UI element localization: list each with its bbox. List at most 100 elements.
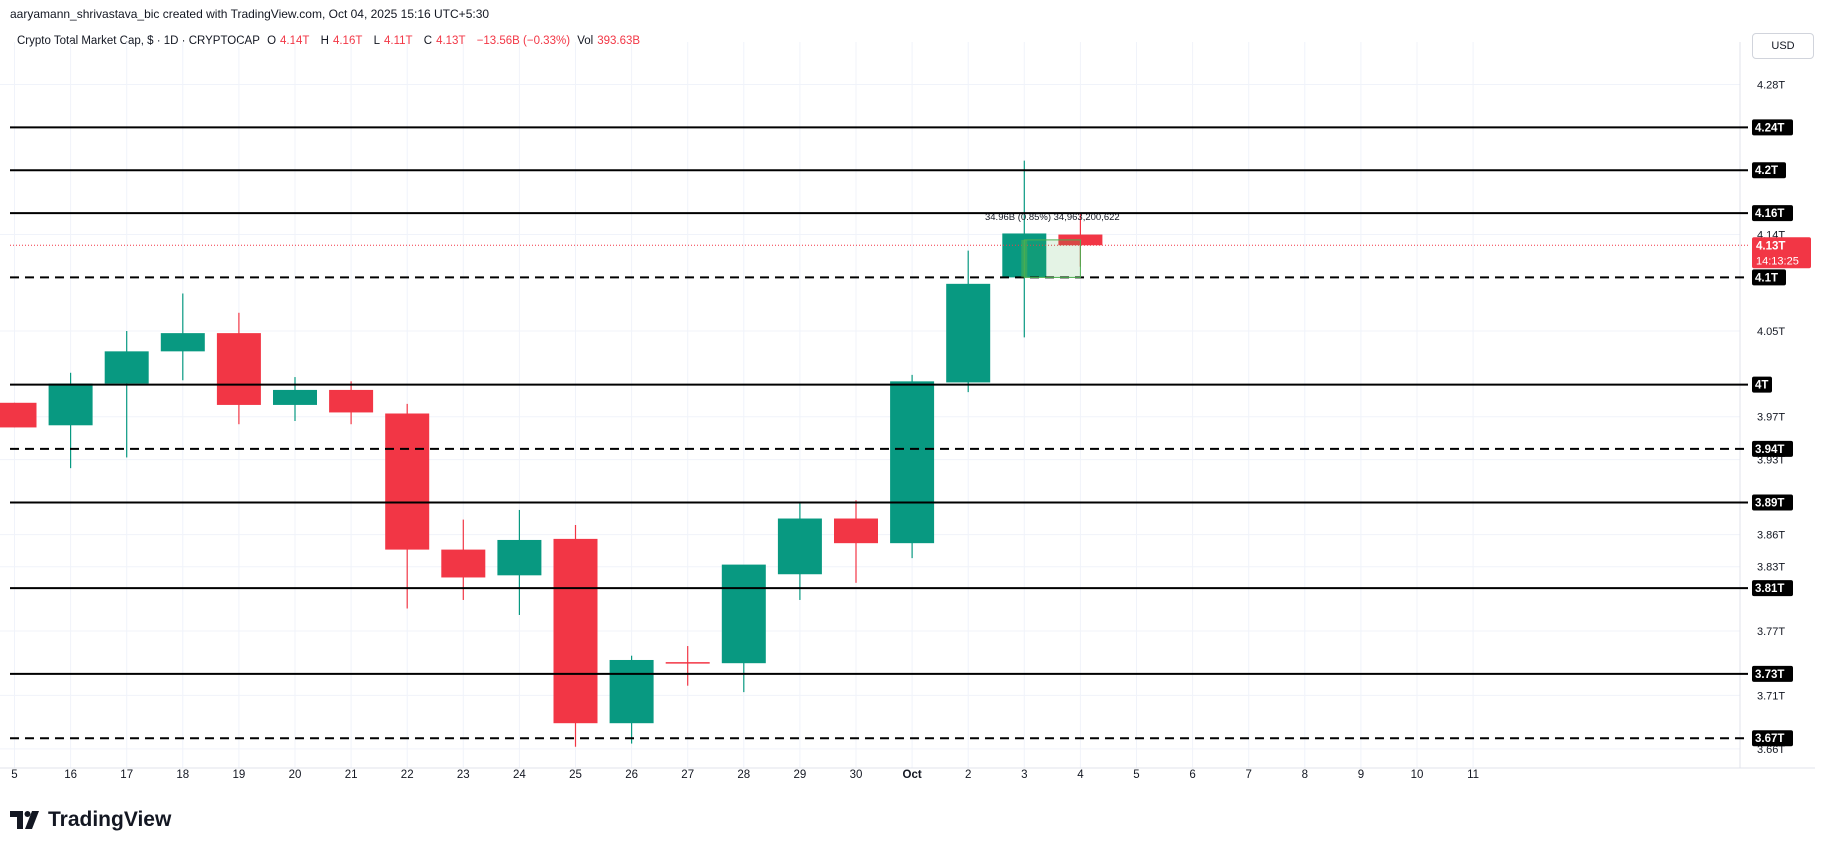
candle-26 — [609, 655, 654, 744]
horizontal-levels — [10, 126, 1748, 740]
x-tick-label: 7 — [1245, 769, 1251, 781]
volume-value: 393.63B — [597, 35, 641, 47]
x-tick-label: 16 — [64, 769, 77, 781]
x-tick-label: 20 — [289, 769, 302, 781]
candlestick-chart[interactable]: 34.96B (0.85%) 34,963,200,622 4.28T 4.14T… — [0, 0, 1825, 800]
chart-credit: aaryamann_shrivastava_bic created with T… — [10, 7, 490, 21]
x-tick-label: 28 — [737, 769, 750, 781]
x-tick-label: 30 — [850, 769, 863, 781]
level-tag-text: 3.89T — [1755, 497, 1784, 509]
tradingview-logo[interactable]: TradingView — [10, 808, 171, 832]
low-value: 4.11T — [383, 35, 413, 47]
measure-box — [1023, 239, 1081, 278]
level-tag-bg — [1752, 665, 1793, 682]
candle-22 — [385, 403, 430, 609]
measure-label: 34.96B (0.85%) 34,963,200,622 — [985, 212, 1120, 223]
candle-17 — [104, 330, 149, 458]
candle-2 — [946, 250, 991, 393]
currency-button[interactable]: USD — [1752, 33, 1814, 59]
level-tag-bg — [1752, 440, 1793, 457]
level-tag-text: 3.94T — [1755, 444, 1784, 456]
x-tick-label: 9 — [1358, 769, 1364, 781]
candle-body — [329, 389, 374, 413]
last-price-tag: 4.13T 14:13:25 — [1752, 237, 1811, 269]
level-tag-3.81T: 3.81T — [1752, 580, 1793, 597]
measure-handle — [1021, 239, 1028, 278]
candle-25 — [553, 524, 598, 747]
symbol-title[interactable]: Crypto Total Market Cap, $ · 1D · CRYPTO… — [17, 35, 260, 47]
x-tick-label: 5 — [11, 769, 17, 781]
candle-29 — [777, 503, 822, 600]
candle-24 — [497, 509, 542, 615]
candle-body — [160, 333, 205, 352]
level-tag-4.2T: 4.2T — [1752, 162, 1786, 179]
y-tick-label: 3.86T — [1757, 530, 1785, 542]
x-tick-label: 19 — [233, 769, 246, 781]
level-tag-bg — [1752, 269, 1786, 286]
x-tick-label: 25 — [569, 769, 582, 781]
brand-name: TradingView — [48, 808, 172, 831]
level-tag-4.16T: 4.16T — [1752, 205, 1793, 222]
level-tag-bg — [1752, 730, 1793, 747]
x-tick-label: 2 — [965, 769, 971, 781]
level-tag-bg — [1752, 376, 1772, 393]
candle-body — [497, 539, 542, 576]
level-tag-bg — [1752, 494, 1793, 511]
y-tick-label: 3.93T — [1757, 455, 1785, 467]
candle-28 — [721, 564, 766, 693]
close-label: C — [423, 35, 433, 47]
candle-body — [890, 381, 935, 544]
level-tag-bg — [1752, 205, 1793, 222]
level-tag-3.67T: 3.67T — [1752, 730, 1793, 747]
y-tick-label: 3.97T — [1757, 412, 1785, 424]
x-tick-label: 11 — [1467, 769, 1479, 781]
x-tick-label: 29 — [794, 769, 807, 781]
candle-16 — [48, 372, 93, 469]
x-tick-label: 22 — [401, 769, 414, 781]
low-label: L — [373, 35, 380, 47]
candle-body — [553, 538, 598, 724]
x-tick-label: 23 — [457, 769, 470, 781]
high-value: 4.16T — [332, 35, 363, 47]
x-tick-label: 17 — [120, 769, 133, 781]
candle-body — [609, 659, 654, 724]
candle-body — [48, 383, 93, 426]
level-tag-4T: 4T — [1752, 376, 1772, 393]
volume-label: Vol — [577, 35, 594, 47]
tradingview-logo-icon — [10, 811, 39, 829]
level-tag-text: 4.16T — [1755, 208, 1784, 220]
close-value: 4.13T — [436, 35, 466, 47]
countdown-timer: 14:13:25 — [1756, 255, 1799, 267]
change-value: −13.56B (−0.33%) — [476, 35, 571, 47]
x-tick-label: 5 — [1133, 769, 1139, 781]
level-tag-text: 3.73T — [1755, 669, 1784, 681]
high-label: H — [320, 35, 329, 47]
candle-21 — [329, 381, 374, 425]
candle-body — [777, 518, 822, 575]
candle-body — [441, 549, 486, 578]
time-axis[interactable]: 5 16 17 18 19 20 21 22 23 24 25 26 27 28 29 30 Oct 2 3 4 5 6 7… — [11, 769, 1479, 781]
last-price-value: 4.13T — [1756, 240, 1785, 252]
candle-body — [0, 402, 37, 428]
level-tag-3.89T: 3.89T — [1752, 494, 1793, 511]
y-tick-label: 3.83T — [1757, 562, 1785, 574]
open-value: 4.14T — [280, 35, 310, 47]
candle-body — [385, 413, 430, 550]
price-axis[interactable]: 4.28T4.14T4.05T3.97T3.93T3.86T3.83T3.77T… — [1752, 80, 1811, 756]
level-tag-text: 3.67T — [1755, 733, 1784, 745]
symbol-legend: Crypto Total Market Cap, $ · 1D · CRYPTO… — [17, 35, 648, 47]
level-tag-3.73T: 3.73T — [1752, 665, 1793, 682]
candle-body — [834, 518, 878, 544]
candle-body — [665, 662, 710, 664]
candle-body — [104, 351, 149, 384]
level-tag-bg — [1752, 119, 1793, 136]
y-tick-label: 3.71T — [1757, 690, 1785, 702]
candles — [0, 160, 1103, 747]
level-tag-text: 3.81T — [1755, 583, 1784, 595]
level-tag-4.1T: 4.1T — [1752, 269, 1786, 286]
x-tick-label: 24 — [513, 769, 526, 781]
candle-15 — [0, 402, 37, 428]
last-price-bg — [1752, 237, 1811, 269]
level-tag-3.94T: 3.94T — [1752, 440, 1793, 457]
x-tick-label: 4 — [1077, 769, 1084, 781]
